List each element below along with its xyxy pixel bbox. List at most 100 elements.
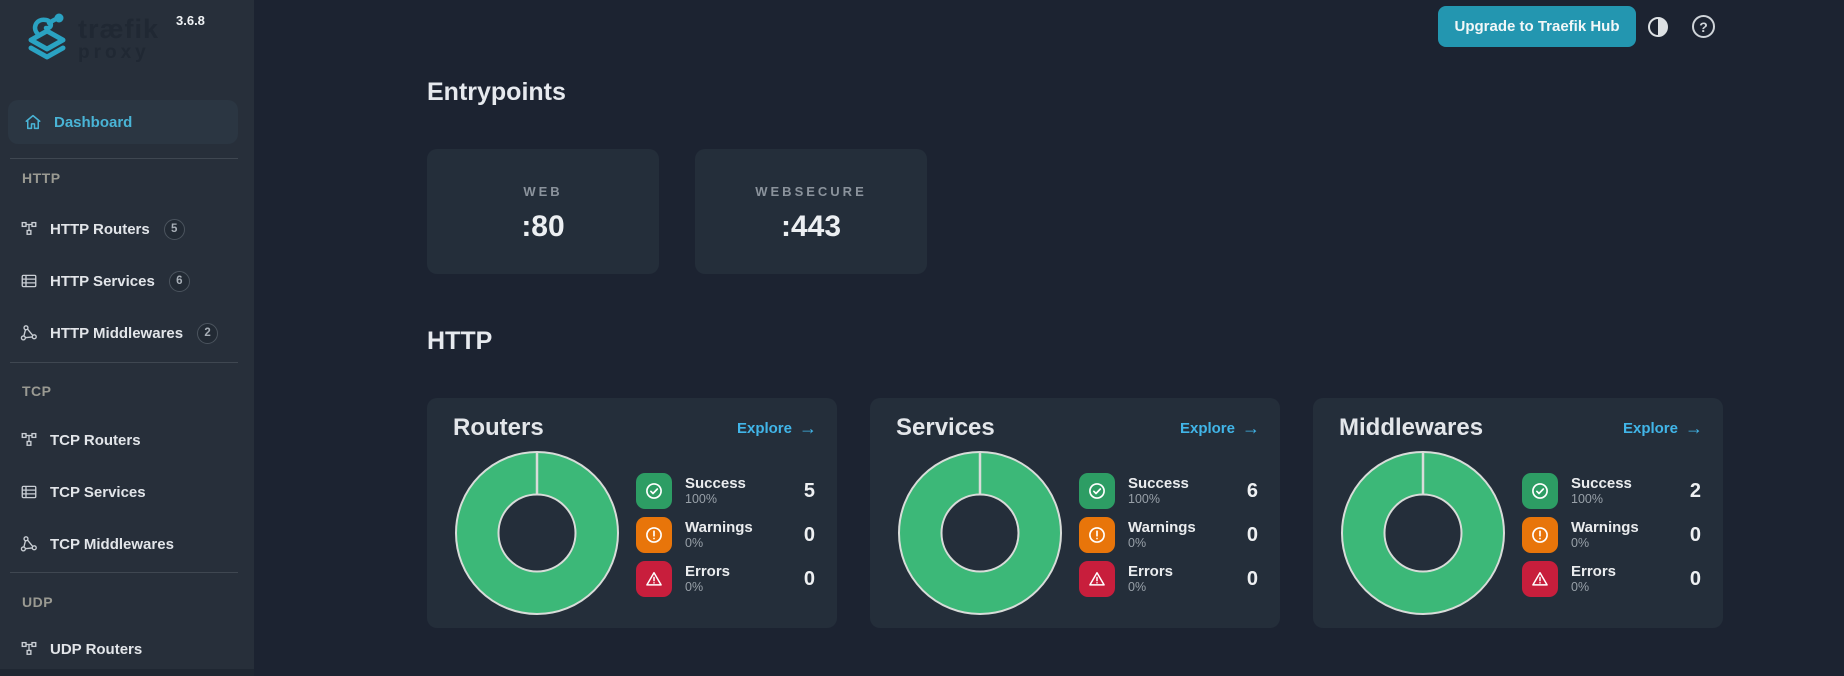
legend-label: Success bbox=[1128, 474, 1189, 492]
legend-row-warnings: Warnings 0% 0 bbox=[1079, 517, 1262, 553]
card-title: Services bbox=[896, 414, 995, 441]
legend-value: 2 bbox=[1689, 479, 1701, 502]
services-icon bbox=[21, 274, 37, 288]
sidebar-divider bbox=[10, 572, 238, 573]
legend-label: Warnings bbox=[1128, 518, 1196, 536]
arrow-right-icon: → bbox=[799, 418, 817, 438]
middlewares-icon bbox=[20, 536, 37, 552]
error-triangle-icon bbox=[1522, 561, 1558, 597]
legend-text: Errors 0% bbox=[1128, 563, 1173, 595]
explore-label: Explore bbox=[1179, 419, 1235, 437]
sidebar-item-label: HTTP Middlewares bbox=[50, 324, 184, 342]
contrast-icon bbox=[1648, 17, 1668, 37]
traefik-logo-icon bbox=[28, 13, 66, 60]
legend-text: Errors 0% bbox=[685, 562, 731, 595]
count-badge: 6 bbox=[168, 270, 190, 292]
card-body: Success 100% 6 Warnings 0% 0 bbox=[886, 451, 1262, 615]
legend-value: 0 bbox=[803, 523, 815, 546]
legend-row-success: Success 100% 5 bbox=[636, 473, 819, 509]
legend-percent: 100% bbox=[1128, 492, 1160, 507]
logo[interactable]: træfik proxy bbox=[22, 10, 159, 63]
sidebar-item-label: TCP Routers bbox=[50, 431, 141, 449]
error-triangle-icon bbox=[1079, 561, 1115, 597]
legend-row-success: Success 100% 6 bbox=[1079, 473, 1262, 509]
explore-services-link[interactable]: Explore → bbox=[1180, 419, 1260, 437]
success-check-icon bbox=[1079, 473, 1115, 509]
sidebar-item-label: TCP Middlewares bbox=[50, 535, 174, 553]
sidebar-item-tcp-routers[interactable]: TCP Routers bbox=[8, 422, 238, 458]
explore-label: Explore bbox=[736, 419, 792, 437]
success-check-icon bbox=[636, 473, 672, 509]
entrypoint-name: WEB bbox=[523, 183, 563, 199]
routers-card: Routers Explore → bbox=[427, 398, 837, 628]
card-header: Services Explore → bbox=[886, 414, 1262, 442]
http-cards-row: Routers Explore → bbox=[427, 398, 1723, 628]
sidebar-item-tcp-services[interactable]: TCP Services bbox=[8, 474, 238, 510]
legend-text: Warnings 0% bbox=[1571, 519, 1639, 551]
entrypoint-card-web: WEB :80 bbox=[427, 149, 659, 274]
http-heading: HTTP bbox=[427, 327, 493, 355]
app-subtitle: proxy bbox=[78, 42, 150, 63]
legend-percent: 100% bbox=[1571, 492, 1603, 507]
legend-value: 0 bbox=[1246, 523, 1258, 546]
sidebar-divider bbox=[10, 362, 238, 363]
sidebar-section-http: HTTP bbox=[22, 170, 61, 186]
arrow-right-icon: → bbox=[1685, 418, 1703, 438]
entrypoint-port: :443 bbox=[780, 209, 842, 243]
count-badge: 2 bbox=[197, 322, 219, 344]
status-legend: Success 100% 2 Warnings 0% 0 bbox=[1522, 473, 1705, 615]
explore-middlewares-link[interactable]: Explore → bbox=[1623, 419, 1703, 437]
routers-icon bbox=[21, 641, 37, 655]
legend-text: Success 100% bbox=[1128, 474, 1189, 507]
sidebar-section-tcp: TCP bbox=[22, 383, 52, 399]
legend-percent: 0% bbox=[1128, 580, 1147, 595]
error-triangle-icon bbox=[636, 561, 672, 597]
success-check-icon bbox=[1522, 473, 1558, 509]
legend-value: 0 bbox=[803, 567, 815, 590]
card-header: Routers Explore → bbox=[443, 414, 819, 442]
legend-percent: 0% bbox=[1571, 536, 1590, 551]
entrypoints-row: WEB :80 WEBSECURE :443 bbox=[427, 149, 927, 274]
sidebar-item-label: UDP Routers bbox=[50, 640, 143, 658]
routers-icon bbox=[21, 432, 37, 446]
explore-routers-link[interactable]: Explore → bbox=[737, 419, 817, 437]
legend-label: Success bbox=[1571, 474, 1632, 492]
sidebar-item-udp-routers[interactable]: UDP Routers bbox=[8, 631, 238, 667]
upgrade-to-traefik-hub-button[interactable]: Upgrade to Traefik Hub bbox=[1438, 6, 1636, 47]
card-title: Middlewares bbox=[1339, 414, 1484, 441]
legend-text: Success 100% bbox=[1571, 474, 1632, 507]
version-label: 3.6.8 bbox=[176, 13, 205, 28]
sidebar-item-label: HTTP Services bbox=[50, 272, 155, 290]
sidebar-item-label: HTTP Routers bbox=[50, 220, 150, 238]
legend-label: Errors bbox=[1571, 562, 1617, 580]
help-button[interactable]: ? bbox=[1692, 15, 1715, 38]
legend-row-errors: Errors 0% 0 bbox=[1522, 561, 1705, 597]
card-header: Middlewares Explore → bbox=[1329, 414, 1705, 442]
legend-text: Warnings 0% bbox=[1128, 518, 1196, 551]
legend-row-errors: Errors 0% 0 bbox=[636, 561, 819, 597]
routers-icon bbox=[21, 221, 37, 235]
sidebar-item-tcp-middlewares[interactable]: TCP Middlewares bbox=[8, 526, 238, 562]
question-mark-icon: ? bbox=[1699, 18, 1708, 35]
home-icon bbox=[25, 114, 41, 130]
legend-row-warnings: Warnings 0% 0 bbox=[636, 517, 819, 553]
sidebar-item-dashboard[interactable]: Dashboard bbox=[8, 100, 238, 144]
legend-percent: 0% bbox=[685, 580, 704, 595]
sidebar: træfik proxy 3.6.8 Dashboard HTTP HTTP R… bbox=[0, 0, 254, 676]
card-body: Success 100% 5 Warnings 0% 0 bbox=[443, 451, 819, 615]
legend-percent: 0% bbox=[1571, 580, 1590, 595]
middlewares-status-donut bbox=[1341, 451, 1505, 615]
sidebar-item-http-routers[interactable]: HTTP Routers 5 bbox=[8, 211, 238, 247]
theme-toggle-button[interactable] bbox=[1647, 16, 1669, 38]
middlewares-icon bbox=[20, 325, 37, 341]
card-title: Routers bbox=[453, 414, 544, 441]
legend-label: Errors bbox=[685, 562, 731, 580]
sidebar-item-http-services[interactable]: HTTP Services 6 bbox=[8, 263, 238, 299]
arrow-right-icon: → bbox=[1242, 418, 1260, 438]
count-badge: 5 bbox=[163, 218, 185, 240]
sidebar-divider bbox=[10, 158, 238, 159]
middlewares-card: Middlewares Explore → bbox=[1313, 398, 1723, 628]
sidebar-item-http-middlewares[interactable]: HTTP Middlewares 2 bbox=[8, 315, 238, 351]
legend-value: 5 bbox=[803, 479, 815, 502]
legend-label: Success bbox=[685, 474, 746, 492]
